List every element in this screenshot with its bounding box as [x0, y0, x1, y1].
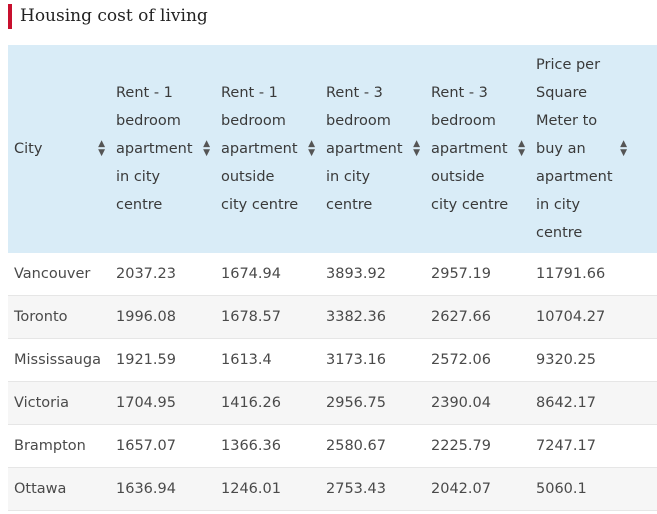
table-cell: 2390.04 [425, 381, 530, 425]
table-row: Toronto 1996.08 1678.57 3382.36 2627.66 … [8, 295, 657, 339]
table-cell: 1996.08 [110, 295, 215, 339]
column-header-label: City [14, 141, 43, 157]
table-cell: 9320.25 [530, 338, 632, 382]
table-cell [632, 467, 657, 511]
table-cell: 2037.23 [110, 253, 215, 296]
table-cell: 2572.06 [425, 338, 530, 382]
table-scroll-container[interactable]: City ▲ ▼ Rent - 1 bedroom apartment in ci… [8, 45, 657, 514]
table-cell: 2956.75 [320, 381, 425, 425]
column-header-label: Rent - 3 bedroom apartment in city centr… [326, 85, 403, 213]
sort-icon[interactable]: ▲ ▼ [413, 139, 420, 158]
table-cell: 2580.67 [320, 424, 425, 468]
table-body: Vancouver 2037.23 1674.94 3893.92 2957.1… [8, 253, 657, 511]
table-cell [632, 253, 657, 296]
housing-cost-table: City ▲ ▼ Rent - 1 bedroom apartment in ci… [8, 45, 657, 511]
table-cell: 1613.4 [215, 338, 320, 382]
table-cell [632, 381, 657, 425]
table-cell-city: Mississauga [8, 338, 110, 382]
table-cell: 11791.66 [530, 253, 632, 296]
column-header-city[interactable]: City ▲ ▼ [8, 45, 110, 253]
table-cell-city: Victoria [8, 381, 110, 425]
table-row: Mississauga 1921.59 1613.4 3173.16 2572.… [8, 338, 657, 382]
table-cell-city: Vancouver [8, 253, 110, 296]
table-row: Brampton 1657.07 1366.36 2580.67 2225.79… [8, 424, 657, 468]
column-header-rent-3br-outside[interactable]: Rent - 3 bedroom apartment outside city … [425, 45, 530, 253]
table-cell: 1246.01 [215, 467, 320, 511]
table-cell: 3173.16 [320, 338, 425, 382]
table-cell-city: Toronto [8, 295, 110, 339]
sort-icon[interactable]: ▲ ▼ [203, 139, 210, 158]
table-cell: 5060.1 [530, 467, 632, 511]
page-title-text: Housing cost of living [20, 6, 208, 26]
table-cell: 3382.36 [320, 295, 425, 339]
page-title: Housing cost of living [8, 4, 208, 29]
table-cell: 10704.27 [530, 295, 632, 339]
sort-icon[interactable]: ▲ ▼ [98, 139, 105, 158]
table-header-row: City ▲ ▼ Rent - 1 bedroom apartment in ci… [8, 45, 657, 253]
column-header-label: Rent - 1 bedroom apartment outside city … [221, 85, 299, 213]
sort-icon[interactable]: ▲ ▼ [620, 139, 627, 158]
table-cell: 1704.95 [110, 381, 215, 425]
table-cell: 2627.66 [425, 295, 530, 339]
table-cell: 2753.43 [320, 467, 425, 511]
column-header-rent-3br-centre[interactable]: Rent - 3 bedroom apartment in city centr… [320, 45, 425, 253]
table-cell [632, 424, 657, 468]
sort-icon[interactable]: ▲ ▼ [518, 139, 525, 158]
table-cell [632, 295, 657, 339]
table-cell: 2042.07 [425, 467, 530, 511]
table-cell: 7247.17 [530, 424, 632, 468]
column-header-label: Rent - 1 bedroom apartment in city centr… [116, 85, 193, 213]
table-cell: 1657.07 [110, 424, 215, 468]
column-header-label: Price per Square Meter to buy an apartme… [536, 57, 613, 241]
table-cell: 1366.36 [215, 424, 320, 468]
table-cell: 1416.26 [215, 381, 320, 425]
table-cell: 1678.57 [215, 295, 320, 339]
table-cell: 1636.94 [110, 467, 215, 511]
table-cell-city: Brampton [8, 424, 110, 468]
table-cell: 3893.92 [320, 253, 425, 296]
table-row: Vancouver 2037.23 1674.94 3893.92 2957.1… [8, 253, 657, 296]
table-cell: 1674.94 [215, 253, 320, 296]
table-cell [632, 338, 657, 382]
column-header-rent-1br-outside[interactable]: Rent - 1 bedroom apartment outside city … [215, 45, 320, 253]
table-row: Victoria 1704.95 1416.26 2956.75 2390.04… [8, 381, 657, 425]
column-header-rent-1br-centre[interactable]: Rent - 1 bedroom apartment in city centr… [110, 45, 215, 253]
column-header-truncated[interactable] [632, 45, 657, 253]
column-header-price-per-sqm[interactable]: Price per Square Meter to buy an apartme… [530, 45, 632, 253]
table-cell: 2225.79 [425, 424, 530, 468]
table-cell-city: Ottawa [8, 467, 110, 511]
table-cell: 2957.19 [425, 253, 530, 296]
table-cell: 8642.17 [530, 381, 632, 425]
table-row: Ottawa 1636.94 1246.01 2753.43 2042.07 5… [8, 467, 657, 511]
table-cell: 1921.59 [110, 338, 215, 382]
sort-icon[interactable]: ▲ ▼ [308, 139, 315, 158]
column-header-label: Rent - 3 bedroom apartment outside city … [431, 85, 509, 213]
